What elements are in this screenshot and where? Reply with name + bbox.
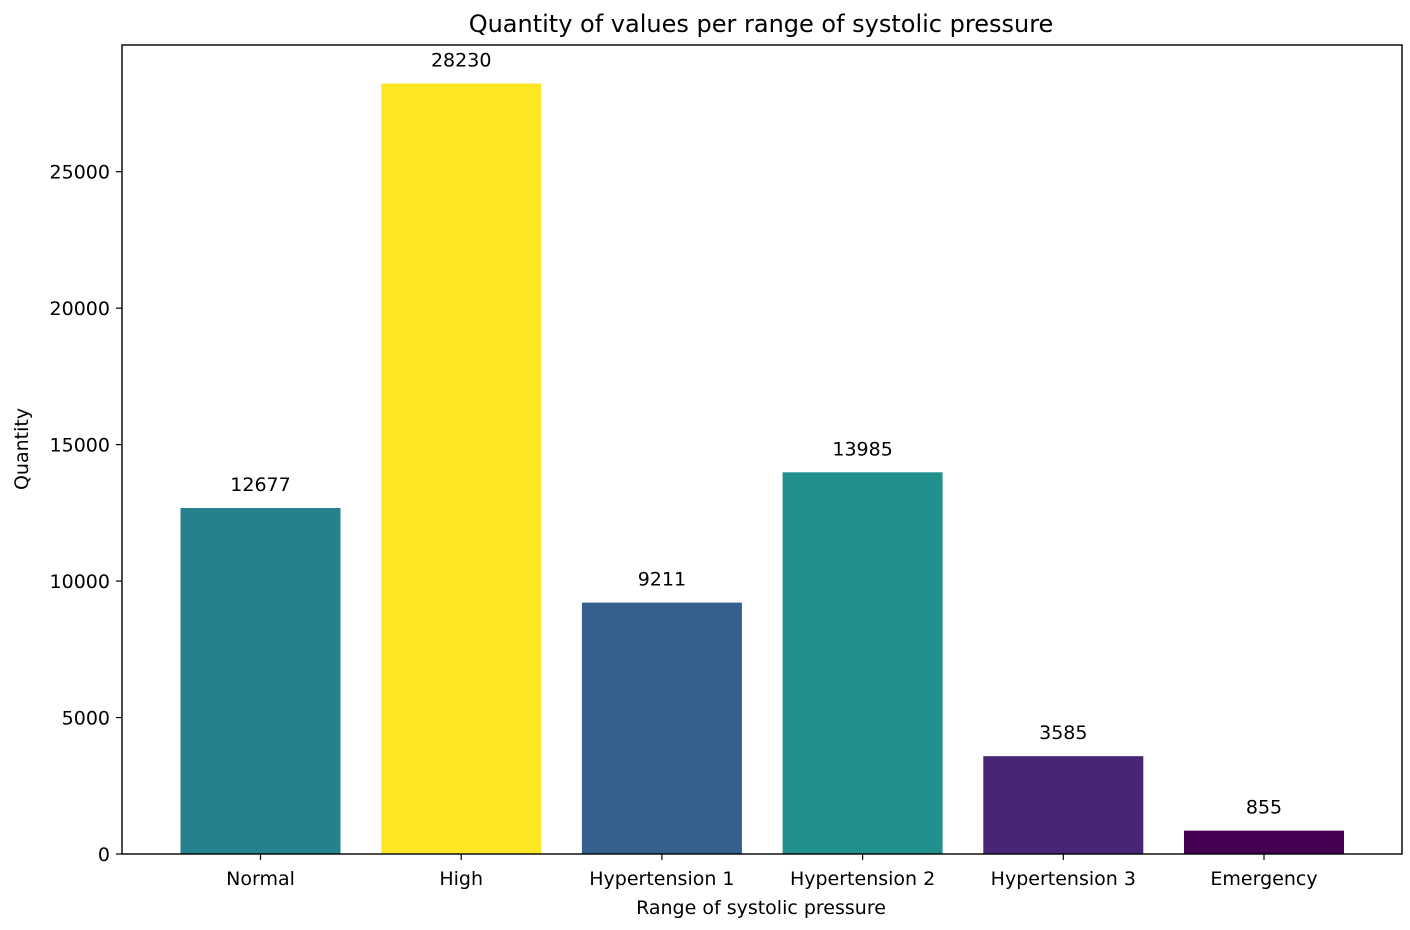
- bar-hypertension-1: [581, 602, 742, 854]
- y-tick-label: 0: [98, 844, 110, 866]
- y-axis: 0 5000 10000 15000 20000 25000: [50, 162, 122, 866]
- y-tick-label: 15000: [50, 435, 110, 457]
- x-tick-label: Emergency: [1210, 868, 1317, 890]
- y-tick-label: 5000: [62, 708, 110, 730]
- data-label: 12677: [230, 474, 290, 496]
- x-axis-label: Range of systolic pressure: [636, 897, 886, 919]
- y-tick-label: 25000: [50, 162, 110, 184]
- y-axis-label: Quantity: [11, 408, 33, 490]
- bar-normal: [180, 508, 341, 854]
- x-tick-label: Hypertension 2: [790, 868, 935, 890]
- x-tick-label: Hypertension 1: [589, 868, 734, 890]
- bar-hypertension-3: [983, 756, 1144, 854]
- data-label: 9211: [638, 569, 686, 591]
- data-label: 28230: [431, 50, 491, 72]
- data-label: 855: [1246, 797, 1282, 819]
- y-tick-label: 10000: [50, 571, 110, 593]
- bar-high: [381, 83, 542, 854]
- x-tick-label: Normal: [226, 868, 295, 890]
- bar-emergency: [1184, 830, 1344, 854]
- chart-title: Quantity of values per range of systolic…: [469, 10, 1054, 38]
- x-tick-label: Hypertension 3: [991, 868, 1136, 890]
- bars-group: [180, 83, 1344, 854]
- y-tick-label: 20000: [50, 298, 110, 320]
- data-label: 13985: [832, 438, 892, 460]
- plot-frame: [121, 44, 1403, 855]
- bar-hypertension-2: [782, 472, 943, 854]
- x-axis: Normal High Hypertension 1 Hypertension 2 Hy…: [226, 854, 1318, 890]
- x-tick-label: High: [439, 868, 483, 890]
- data-label: 3585: [1039, 722, 1087, 744]
- data-labels-group: 12677 28230 9211 13985 3585 855: [230, 50, 1282, 819]
